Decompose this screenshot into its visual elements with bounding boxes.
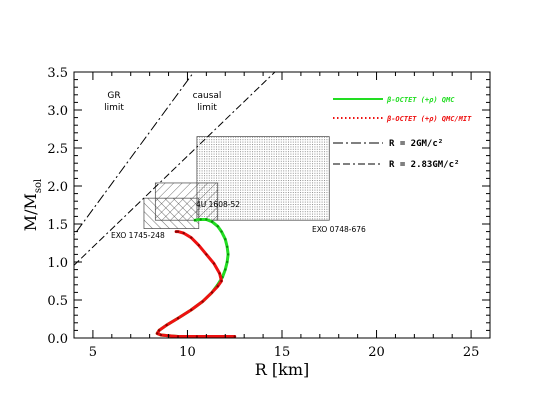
- y-axis-title: M/Msol: [21, 179, 44, 232]
- y-tick-label: 3.0: [47, 104, 68, 119]
- y-tick-label: 0.0: [47, 332, 68, 347]
- series-point-qmc-mit: [197, 244, 200, 247]
- series-point-qmc-mit: [182, 231, 185, 235]
- series-point-qmc: [225, 245, 229, 248]
- series-point-qmc: [226, 253, 230, 256]
- causal-limit-label-1: causal: [193, 91, 222, 101]
- series-point-qmc-mit: [195, 335, 199, 338]
- limit-annotations: GR limit causal limit: [104, 91, 221, 113]
- series-line-qmc-mit: [155, 230, 237, 338]
- y-tick-label: 2.5: [47, 142, 68, 157]
- series-point-qmc: [210, 220, 214, 223]
- series-point-qmc: [199, 218, 202, 221]
- series-point-qmc: [220, 230, 223, 233]
- series-point-qmc-mit: [165, 323, 168, 327]
- y-tick-label: 2.0: [47, 180, 68, 195]
- series-point-qmc-mit: [157, 329, 161, 332]
- legend-label-qmc-mit: β-OCTET (+ρ) QMC/MIT: [386, 115, 472, 123]
- box-labels: 4U 1608-52 EXO 1745-248 EXO 0748-676: [111, 200, 366, 240]
- y-axis-title-sub: sol: [33, 179, 44, 193]
- y-axis-title-main-text: M/M: [21, 193, 40, 231]
- limit-line-2-83gm: [74, 72, 276, 266]
- x-tick-label: 15: [274, 345, 291, 360]
- y-tick-label: 1.0: [47, 256, 68, 271]
- legend-label-2-83gm: R = 2.83GM/c²: [389, 160, 459, 170]
- legend-label-qmc: β-OCTET (+ρ) QMC: [386, 96, 455, 104]
- x-tick-label: 5: [89, 345, 97, 360]
- constraint-boxes: [143, 136, 330, 229]
- box-label-exo-0748-676: EXO 0748-676: [312, 225, 366, 234]
- gr-limit-label-1: GR: [107, 91, 120, 101]
- limit-lines: [74, 72, 276, 266]
- series-point-qmc-mit: [220, 279, 223, 283]
- axis-ticks: 5 10 15 20 25 0.0 0.5 1.0 1.5 2.0 2.5 3.0 3.5: [47, 66, 491, 360]
- box-exo-0748-676: [196, 136, 330, 221]
- series-point-qmc-mit: [176, 335, 180, 338]
- x-tick-label: 10: [179, 345, 196, 360]
- series-point-qmc-mit: [201, 300, 204, 303]
- box-label-4u-1608-52: 4U 1608-52: [196, 200, 240, 209]
- series-point-qmc-mit: [218, 272, 221, 275]
- x-tick-label: 20: [368, 345, 385, 360]
- limit-line-2gm: [74, 72, 195, 236]
- series-point-qmc: [225, 260, 229, 264]
- y-tick-label: 3.5: [47, 66, 68, 81]
- series-point-qmc-mit: [174, 230, 178, 233]
- data-series: [155, 217, 237, 338]
- series-point-qmc-mit: [190, 308, 193, 312]
- series-point-qmc-mit: [176, 317, 180, 320]
- series-point-qmc: [205, 218, 208, 221]
- gr-limit-label-2: limit: [104, 103, 124, 113]
- series-point-qmc: [193, 219, 197, 222]
- series-point-qmc: [224, 238, 227, 241]
- series-point-qmc-mit: [159, 333, 163, 337]
- series-point-qmc-mit: [212, 262, 216, 265]
- y-tick-label: 0.5: [47, 294, 68, 309]
- causal-limit-label-2: limit: [197, 103, 217, 113]
- x-tick-label: 25: [463, 345, 480, 360]
- x-axis-title: R [km]: [255, 360, 309, 379]
- series-point-qmc-mit: [216, 285, 219, 288]
- y-tick-label: 1.5: [47, 218, 68, 233]
- series-point-qmc-mit: [176, 230, 180, 233]
- series-point-qmc-mit: [233, 335, 236, 338]
- series-point-qmc: [216, 225, 219, 228]
- legend: β-OCTET (+ρ) QMC β-OCTET (+ρ) QMC/MIT R …: [333, 96, 472, 170]
- series-point-qmc-mit: [210, 291, 214, 294]
- series-point-qmc-mit: [156, 332, 159, 335]
- series-point-qmc: [224, 268, 227, 271]
- series-point-qmc-mit: [205, 253, 208, 256]
- legend-label-2gm: R = 2GM/c²: [389, 139, 443, 149]
- box-exo-1745-248: [143, 197, 200, 229]
- series-point-qmc-mit: [190, 236, 193, 239]
- axis-titles: R [km] M/Msol: [21, 179, 309, 379]
- y-axis-title-main: M/Msol: [21, 179, 44, 232]
- box-label-exo-1745-248: EXO 1745-248: [111, 231, 165, 240]
